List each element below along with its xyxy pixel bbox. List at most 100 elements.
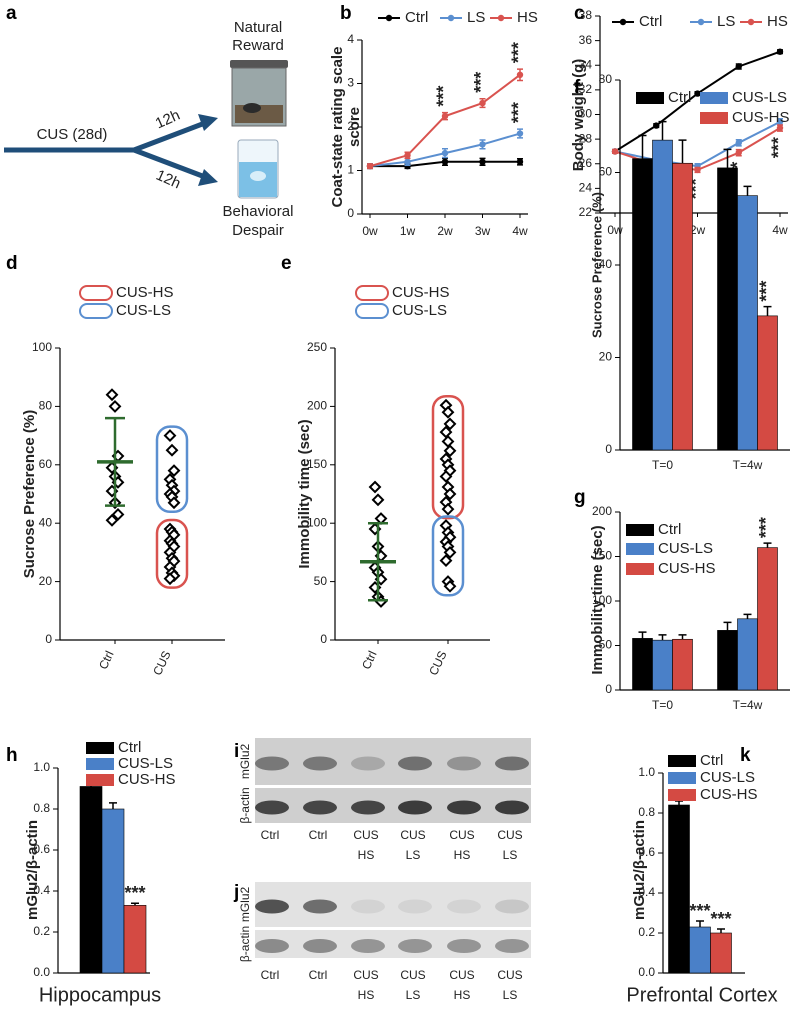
legend-label: CUS-LS (118, 755, 173, 772)
point (368, 480, 382, 494)
y-tick-label: 1 (347, 163, 354, 177)
y-tick-label: 0.0 (33, 965, 50, 979)
lane-label: LS (406, 988, 421, 1002)
y-tick-label: 40 (599, 257, 613, 271)
significance-label: *** (756, 517, 776, 538)
blot-row-label: mGlu2 (238, 887, 252, 923)
bar (632, 158, 653, 451)
bar (737, 195, 758, 451)
error-bar (131, 902, 139, 906)
y-axis-title: mGlu2/β-actin (24, 820, 41, 920)
y-tick-label: 200 (592, 504, 612, 518)
lane-label: CUS (497, 968, 522, 982)
group-outline (431, 515, 465, 597)
blot-band (495, 939, 529, 953)
x-tick-label: T=0 (652, 698, 673, 712)
error-bar (658, 634, 667, 641)
legend-swatch (355, 285, 389, 301)
outcome-label: Natural (234, 19, 282, 36)
significance-label: *** (124, 883, 145, 903)
legend-label: CUS-HS (732, 109, 790, 126)
legend-label: Ctrl (639, 13, 662, 30)
legend-marker (385, 14, 393, 22)
y-tick-label: 28 (579, 131, 593, 145)
y-tick-label: 34 (579, 57, 593, 71)
y-tick-label: 0 (45, 632, 52, 646)
x-tick-label: 3w (475, 224, 491, 238)
point (479, 158, 486, 165)
y-tick-label: 0.2 (33, 924, 50, 938)
lane-label: Ctrl (309, 968, 328, 982)
point (516, 158, 524, 165)
blot-row-label: mGlu2 (238, 744, 252, 780)
y-axis-title: score (346, 107, 363, 147)
x-axis-title: Prefrontal Cortex (626, 984, 777, 1006)
point (653, 122, 660, 129)
legend-swatch (626, 524, 654, 536)
blot-band (447, 939, 481, 953)
significance-label: *** (769, 137, 789, 158)
lane-label: HS (454, 848, 471, 862)
y-tick-label: 80 (39, 399, 53, 413)
significance-label: *** (710, 909, 731, 929)
bar (101, 808, 125, 974)
y-tick-label: 4 (347, 32, 354, 46)
legend-marker (697, 18, 705, 26)
lane-label: Ctrl (309, 828, 328, 842)
legend-label: Ctrl (668, 89, 691, 106)
point (776, 118, 784, 126)
y-axis-title: Immobility time (sec) (296, 419, 313, 568)
x-tick-label: 2w (690, 223, 706, 237)
bar (123, 905, 147, 974)
point (611, 148, 619, 155)
point (108, 399, 122, 413)
cage-icon (230, 60, 288, 127)
point (694, 166, 701, 174)
significance-label: *** (689, 901, 710, 921)
legend-label: Ctrl (700, 752, 723, 769)
panel-label: k (740, 745, 751, 766)
point (443, 444, 457, 458)
point (735, 139, 742, 147)
error-bar (743, 613, 752, 619)
point (441, 158, 449, 165)
y-axis-title: Immobility time (sec) (589, 525, 606, 674)
point (776, 124, 784, 132)
legend-swatch (86, 758, 114, 770)
panel-label: e (281, 253, 292, 274)
lane-label: CUS (400, 828, 425, 842)
y-tick-label: 1.0 (33, 760, 50, 774)
point (439, 470, 453, 483)
y-tick-label: 60 (39, 457, 53, 471)
error-bar (638, 631, 647, 639)
panel-label: h (6, 745, 18, 766)
legend-marker (747, 18, 755, 26)
blot-band (351, 800, 385, 815)
bar (79, 786, 103, 974)
x-tick-label: 0w (607, 223, 623, 237)
input-label: CUS (28d) (37, 126, 108, 143)
bar (717, 630, 738, 691)
panel-label: a (6, 3, 17, 24)
legend-swatch (86, 774, 114, 786)
y-tick-label: 0.2 (638, 925, 655, 939)
panel-label: i (234, 741, 239, 762)
x-tick-label: 4w (512, 224, 528, 238)
group-outline (155, 518, 189, 589)
y-tick-label: 0.8 (638, 805, 655, 819)
point (516, 71, 524, 79)
y-tick-label: 0 (320, 632, 327, 646)
y-tick-label: 1.0 (638, 765, 655, 779)
y-axis-title: Sucrose Preference (%) (589, 192, 604, 338)
legend-marker (497, 14, 505, 22)
y-tick-label: 0.4 (638, 885, 655, 899)
significance-label: *** (509, 42, 529, 63)
lane-label: LS (406, 848, 421, 862)
bar (672, 162, 693, 451)
point (163, 572, 177, 586)
x-tick-label: T=0 (652, 458, 673, 472)
x-tick-label: T=4w (733, 458, 763, 472)
x-tick-label: Ctrl (359, 649, 380, 672)
bar (757, 315, 778, 451)
y-tick-label: 0 (605, 682, 612, 696)
